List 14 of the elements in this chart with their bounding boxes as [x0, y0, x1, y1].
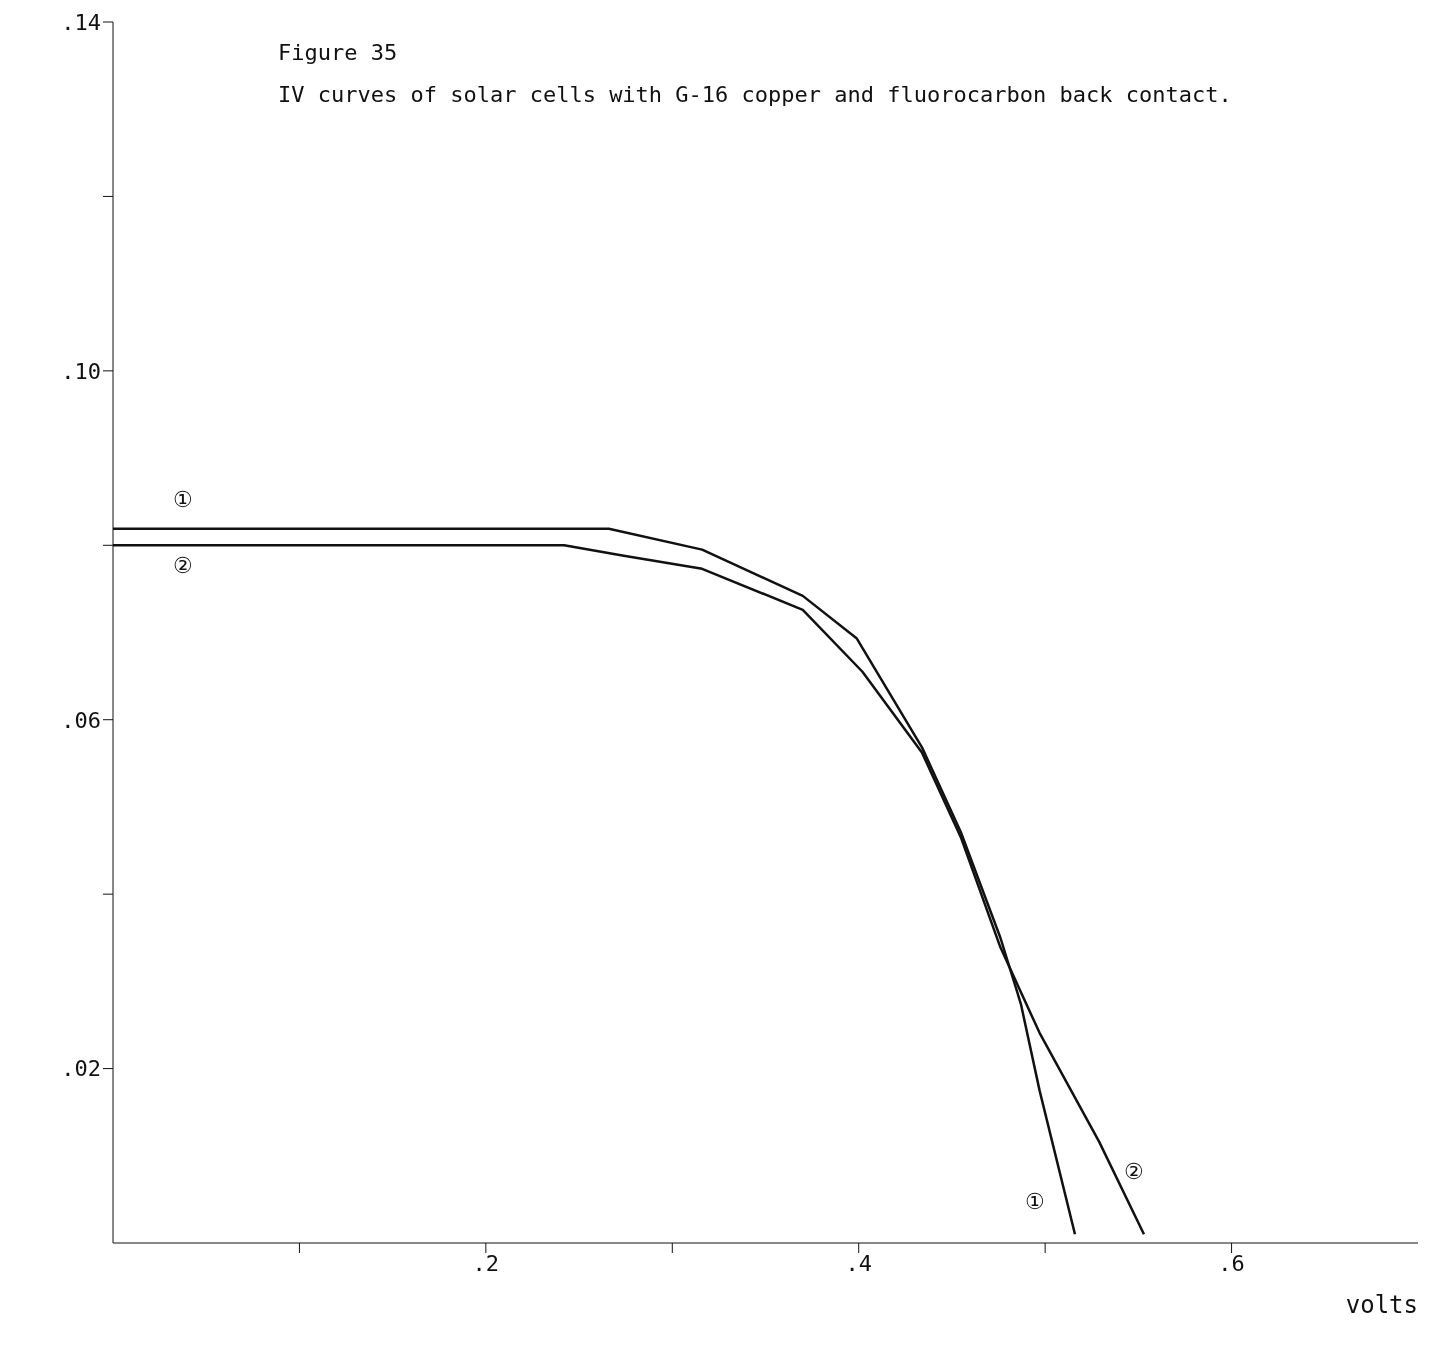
x-tick-label: .6: [1218, 1250, 1245, 1276]
text: ①: [1024, 1189, 1045, 1215]
x-tick-label: .2: [472, 1250, 500, 1276]
x-tick-label: .4: [845, 1250, 872, 1276]
text: IV curves of solar cells with G-16 copper and fluorocarbon back contact.: [278, 81, 1233, 109]
text: ②: [173, 553, 193, 579]
y-tick-label: .06: [61, 707, 101, 733]
series-label: ②: [1123, 1159, 1144, 1185]
x-axis-title: volts: [1345, 1291, 1418, 1319]
y-tick-label: .10: [61, 358, 101, 384]
text: Figure 35: [278, 39, 399, 67]
series-label: ①: [173, 486, 193, 512]
y-tick-label: .14: [61, 9, 101, 35]
y-tick-label: .02: [61, 1056, 101, 1082]
